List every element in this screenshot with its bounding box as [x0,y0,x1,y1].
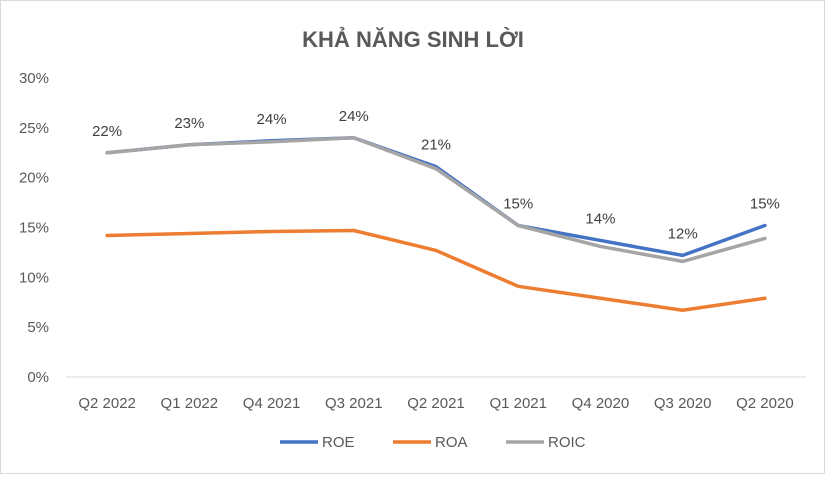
x-tick-label: Q3 2021 [325,395,383,412]
data-label: 15% [750,196,780,213]
x-tick-label: Q1 2021 [489,395,547,412]
data-label: 21% [421,137,451,154]
data-label: 14% [585,210,615,227]
data-labels: 22% 23% 24% 24% 21% 15% 14% 12% 15% [92,108,780,243]
legend: ROE ROA ROIC [280,434,586,451]
x-tick-label: Q4 2020 [572,395,630,412]
y-tick-label: 30% [19,70,49,87]
legend-label-roe: ROE [322,434,355,451]
data-label: 24% [339,108,369,125]
series-line-roic [105,136,767,264]
y-tick-label: 25% [19,120,49,137]
y-tick-label: 5% [27,319,49,336]
chart-title: KHẢ NĂNG SINH LỜI [302,27,524,52]
data-label: 23% [174,115,204,132]
x-tick-label: Q3 2020 [654,395,712,412]
data-label: 24% [257,111,287,128]
x-tick-label: Q2 2021 [407,395,465,412]
y-axis: 0% 5% 10% 15% 20% 25% 30% [19,70,49,386]
x-tick-label: Q4 2021 [243,395,301,412]
legend-label-roic: ROIC [548,434,586,451]
y-tick-label: 20% [19,170,49,187]
data-label: 22% [92,123,122,140]
x-axis: Q2 2022 Q1 2022 Q4 2021 Q3 2021 Q2 2021 Q1 20… [66,376,806,412]
data-label: 12% [668,225,698,242]
y-tick-label: 10% [19,269,49,286]
series-line-roe [105,136,767,258]
series-line-roa [105,228,767,312]
x-tick-label: Q2 2022 [78,395,136,412]
legend-label-roa: ROA [435,434,468,451]
x-tick-label: Q1 2022 [161,395,219,412]
y-tick-label: 15% [19,220,49,237]
series-group [105,136,767,312]
x-tick-label: Q2 2020 [736,395,794,412]
y-tick-label: 0% [27,369,49,386]
data-label: 15% [503,196,533,213]
